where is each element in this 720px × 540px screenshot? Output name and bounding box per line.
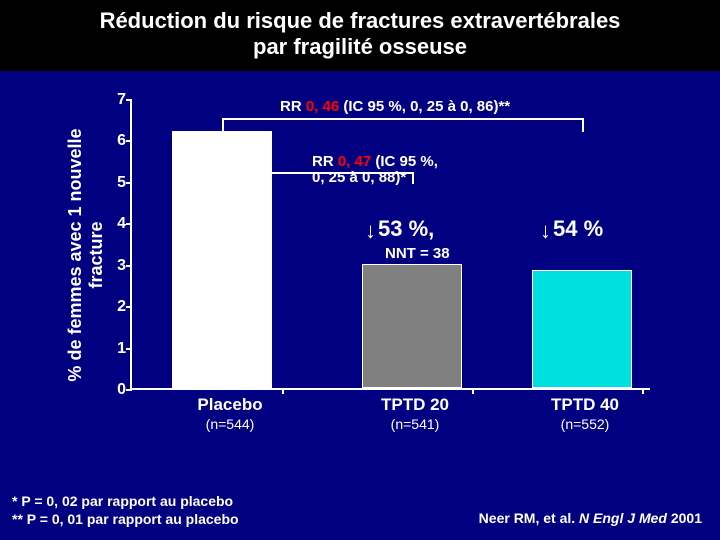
bracket-outer-v (582, 118, 584, 132)
ytick-label: 0 (100, 381, 126, 399)
rr-inner-value: 0, 47 (338, 153, 371, 170)
xcat-0: Placebo (n=544) (170, 396, 290, 433)
ytick-mark (126, 223, 132, 225)
footnote-2: ** P = 0, 01 par rapport au placebo (12, 511, 239, 529)
chart-area: 01234567 RR 0, 46 (IC 95 %, 0, 25 à 0, 8… (80, 100, 670, 430)
ytick-mark (126, 140, 132, 142)
ytick-label: 1 (100, 340, 126, 358)
bar-2 (532, 270, 632, 388)
ytick-mark (126, 348, 132, 350)
ytick-label: 5 (100, 174, 126, 192)
ytick-label: 3 (100, 257, 126, 275)
ytick-mark (126, 182, 132, 184)
xcat-0-n: (n=544) (206, 416, 255, 432)
rr-outer-value: 0, 46 (306, 98, 339, 115)
xcat-1: TPTD 20 (n=541) (355, 396, 475, 433)
bracket-outer-h (222, 118, 582, 120)
xcat-2-label: TPTD 40 (551, 395, 619, 414)
ytick-label: 4 (100, 215, 126, 233)
reduction-2: ↓54 % (540, 216, 603, 242)
bracket-outer-v (222, 118, 224, 132)
xtick-mark (472, 388, 474, 394)
nnt-label: NNT = 38 (385, 245, 450, 262)
ytick-mark (126, 306, 132, 308)
reduction-2-value: 54 % (553, 216, 603, 241)
bracket-inner-v (222, 172, 224, 184)
slide-title: Réduction du risque de fractures extrave… (0, 0, 720, 71)
down-arrow-icon: ↓ (365, 218, 376, 244)
xcat-2-n: (n=552) (561, 416, 610, 432)
rr-outer-prefix: RR (280, 98, 306, 115)
xcat-1-label: TPTD 20 (381, 395, 449, 414)
title-line1: Réduction du risque de fractures extrave… (100, 8, 621, 33)
rr-outer-label: RR 0, 46 (IC 95 %, 0, 25 à 0, 86)** (280, 98, 510, 115)
rr-outer-suffix: (IC 95 %, 0, 25 à 0, 86)** (339, 98, 510, 115)
citation: Neer RM, et al. N Engl J Med 2001 (479, 510, 702, 526)
xtick-mark (282, 388, 284, 394)
ytick-mark (126, 389, 132, 391)
ytick-mark (126, 265, 132, 267)
xtick-mark (642, 388, 644, 394)
xcat-2: TPTD 40 (n=552) (525, 396, 645, 433)
rr-inner-prefix: RR (312, 153, 338, 170)
ytick-label: 2 (100, 298, 126, 316)
citation-year: 2001 (667, 510, 702, 526)
bar-0 (172, 131, 272, 388)
ytick-mark (126, 99, 132, 101)
citation-journal: N Engl J Med (579, 510, 667, 526)
ytick-label: 7 (100, 91, 126, 109)
title-line2: par fragilité osseuse (253, 34, 467, 59)
rr-inner-label: RR 0, 47 (IC 95 %, 0, 25 à 0, 88)* (312, 137, 438, 187)
footnote-1: * P = 0, 02 par rapport au placebo (12, 493, 239, 511)
reduction-1: ↓53 %, (365, 216, 434, 242)
xcat-1-n: (n=541) (391, 416, 440, 432)
ytick-label: 6 (100, 132, 126, 150)
citation-author: Neer RM, et al. (479, 510, 579, 526)
footnotes: * P = 0, 02 par rapport au placebo ** P … (12, 493, 239, 528)
down-arrow-icon: ↓ (540, 218, 551, 244)
xcat-0-label: Placebo (197, 395, 262, 414)
bar-1 (362, 264, 462, 388)
reduction-1-value: 53 %, (378, 216, 434, 241)
